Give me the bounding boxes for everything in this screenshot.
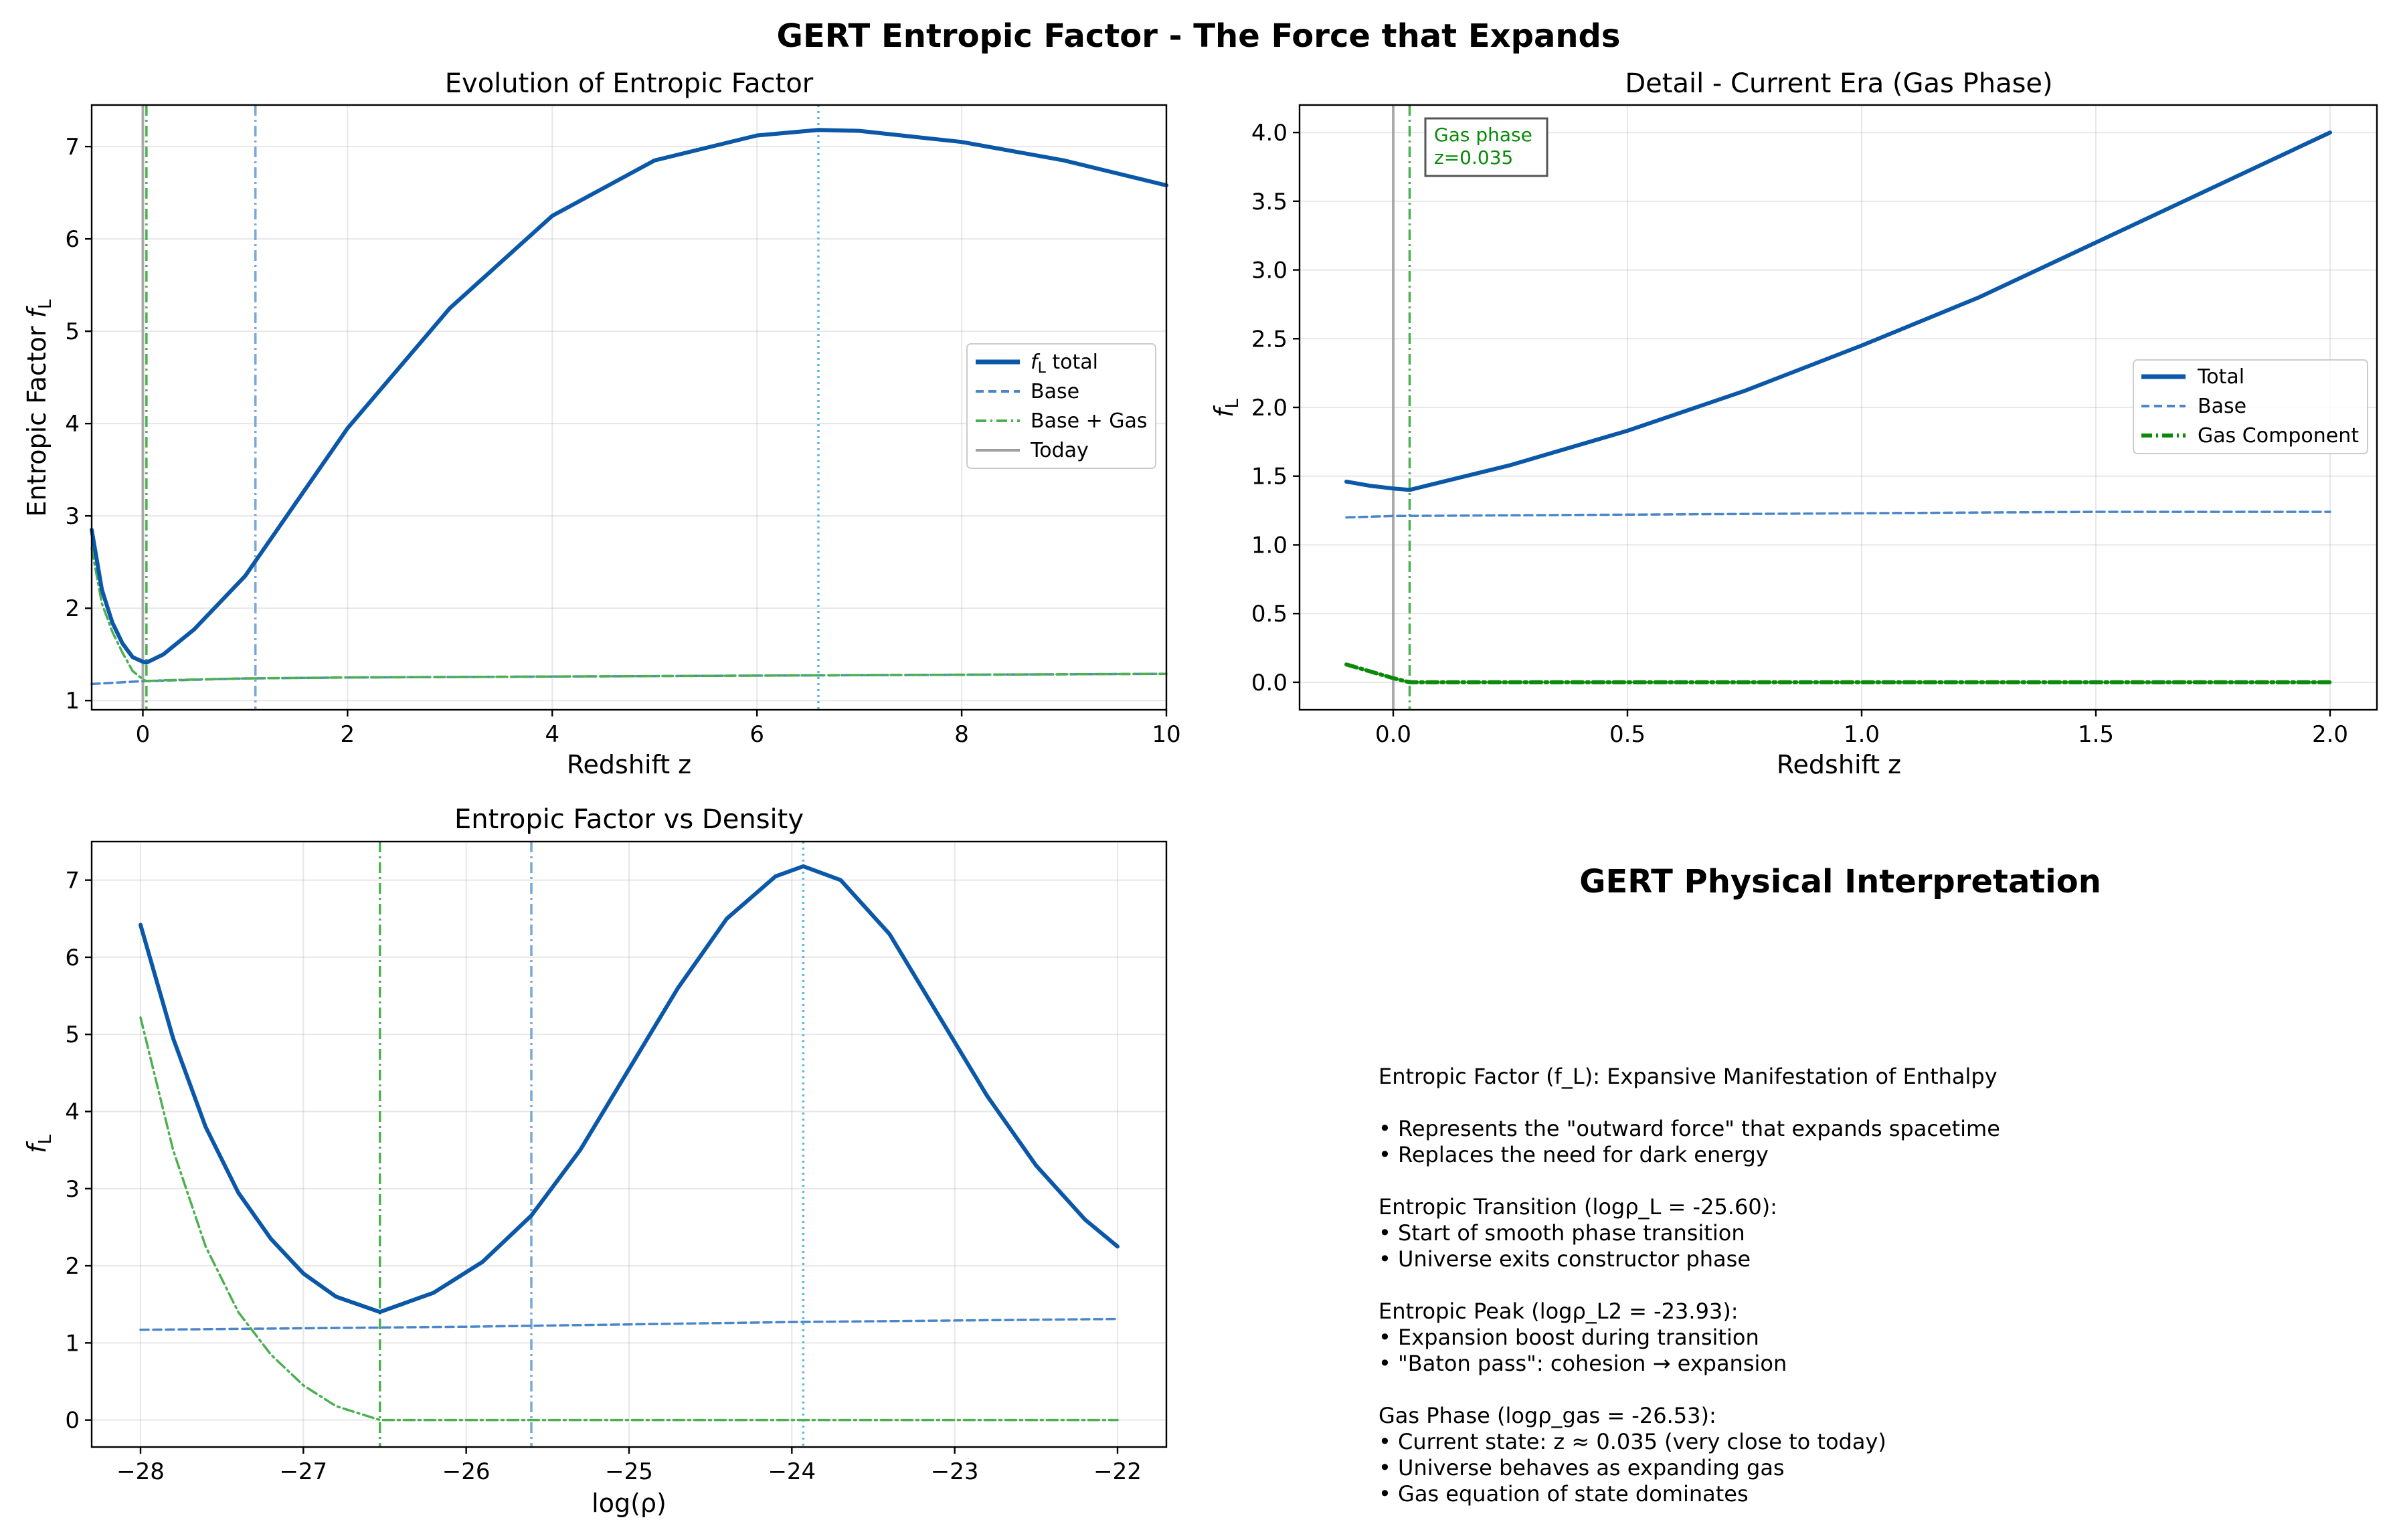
- annotation-line-1: Gas phase: [1434, 124, 1532, 146]
- x-tick-label: −26: [442, 1458, 491, 1485]
- panel-evolution: Evolution of Entropic Factor 0 2 4 6 8 10 123…: [22, 68, 1181, 779]
- y-tick-label: 6: [65, 226, 80, 253]
- y-tick-label: 7: [65, 868, 80, 894]
- legend-base-gas: Base + Gas: [1031, 409, 1148, 433]
- legend-base: Base: [1031, 380, 1079, 403]
- panel-detail-vlines: [1392, 105, 1411, 710]
- panel-density: Entropic Factor vs Density −28 −27 −26 −25−…: [22, 804, 1168, 1518]
- panel-detail-yticks: 0.0 0.5 1.0 1.5 2.0 2.5 3.0 3.5 4.0: [1251, 120, 1300, 696]
- x-tick-label: 0: [136, 721, 151, 748]
- y-tick-label: 3.5: [1251, 189, 1288, 215]
- y-tick-label: 4.0: [1251, 120, 1288, 147]
- x-tick-label: 6: [749, 721, 764, 748]
- y-tick-label: 1: [65, 688, 80, 714]
- y-tick-label: 5: [65, 318, 80, 345]
- y-tick-label: 0.0: [1251, 670, 1288, 696]
- panel-evolution-xticks: 0 2 4 6 8 10: [136, 710, 1181, 748]
- legend-base: Base: [2198, 395, 2246, 418]
- interpretation-title: GERT Physical Interpretation: [1579, 863, 2101, 900]
- panel-evolution-xlabel: Redshift z: [567, 750, 691, 779]
- x-tick-label: −28: [116, 1458, 165, 1485]
- series-line-base: [1345, 510, 2331, 519]
- y-tick-label: 2.0: [1251, 395, 1288, 421]
- y-tick-label: 2: [65, 1253, 80, 1280]
- panel-density-xticks: −28 −27 −26 −25 −24 −23 −22: [116, 1447, 1142, 1485]
- series-line-base-gas: [90, 547, 1168, 682]
- panel-density-ylabel: fL: [22, 1135, 56, 1153]
- series-line-gas-component: [1344, 662, 2332, 684]
- y-tick-label: 2.5: [1251, 326, 1288, 353]
- y-tick-label: 3: [65, 1176, 80, 1203]
- panel-detail-title: Detail - Current Era (Gas Phase): [1625, 68, 2052, 99]
- panel-density-xlabel: log(ρ): [592, 1488, 667, 1518]
- x-tick-label: 1.5: [2078, 721, 2114, 748]
- y-tick-label: 5: [65, 1022, 80, 1048]
- gas-phase-annotation: Gas phase z=0.035: [1424, 117, 1548, 177]
- legend-total: Total: [2197, 365, 2244, 389]
- y-tick-label: 4: [65, 1099, 80, 1126]
- y-tick-label: 3.0: [1251, 258, 1288, 284]
- panel-evolution-yticks: 1 2 3 4 5 6 7: [65, 134, 92, 714]
- y-tick-label: 0.5: [1251, 601, 1288, 628]
- panel-evolution-title: Evolution of Entropic Factor: [445, 68, 814, 99]
- panel-detail-series: [1344, 130, 2332, 684]
- y-tick-label: 4: [65, 411, 80, 438]
- x-tick-label: −25: [605, 1458, 653, 1485]
- panel-evolution-vlines: [141, 105, 820, 710]
- series-line-base: [139, 1317, 1119, 1331]
- panel-evolution-ylabel: Entropic Factor fL: [22, 299, 56, 516]
- y-tick-label: 0: [65, 1408, 80, 1434]
- x-tick-label: 4: [545, 721, 559, 748]
- x-tick-label: −24: [768, 1458, 816, 1485]
- x-tick-label: 2.0: [2312, 721, 2348, 748]
- series-line-total: [1344, 130, 2332, 492]
- panel-detail-legend: Total Base Gas Component: [2133, 359, 2368, 454]
- panel-detail-ylabel: fL: [1209, 399, 1243, 417]
- x-tick-label: −22: [1093, 1458, 1142, 1485]
- panel-evolution-legend: fL total Base Base + Gas Today: [966, 343, 1156, 469]
- series-line-total: [139, 864, 1120, 1315]
- panel-density-grid: [92, 842, 1166, 1447]
- x-tick-label: 0.0: [1375, 721, 1411, 748]
- figure-suptitle: GERT Entropic Factor - The Force that Ex…: [777, 17, 1621, 55]
- panel-density-yticks: 0 1 2 3 4 5 6 7: [65, 868, 92, 1434]
- panel-detail-xticks: 0.0 0.5 1.0 1.5 2.0: [1375, 710, 2348, 748]
- interpretation-body: Entropic Factor (f_L): Expansive Manifes…: [1379, 1064, 2000, 1507]
- panel-evolution-series: [90, 128, 1168, 686]
- panel-density-series: [139, 864, 1120, 1422]
- y-tick-label: 3: [65, 503, 80, 530]
- panel-density-vlines: [378, 842, 805, 1447]
- interpretation-panel: GERT Physical Interpretation Entropic Fa…: [1338, 863, 2342, 1532]
- x-tick-label: 1.0: [1844, 721, 1880, 748]
- x-tick-label: 10: [1152, 721, 1180, 748]
- panel-evolution-frame: [90, 104, 1168, 711]
- legend-today: Today: [1030, 439, 1089, 462]
- y-tick-label: 1.0: [1251, 532, 1288, 559]
- panel-density-title: Entropic Factor vs Density: [454, 804, 804, 835]
- legend-gas-component: Gas Component: [2198, 424, 2359, 448]
- y-tick-label: 2: [65, 595, 80, 622]
- x-tick-label: −23: [931, 1458, 979, 1485]
- x-tick-label: −27: [279, 1458, 327, 1485]
- series-line-f-l-total: [90, 128, 1168, 665]
- legend-total: fL total: [1031, 351, 1098, 377]
- y-tick-label: 1: [65, 1330, 80, 1357]
- panel-detail-xlabel: Redshift z: [1777, 750, 1901, 779]
- y-tick-label: 7: [65, 134, 80, 161]
- series-line-gas-component: [139, 1016, 1119, 1422]
- x-tick-label: 2: [341, 721, 355, 748]
- x-tick-label: 8: [954, 721, 969, 748]
- annotation-line-2: z=0.035: [1434, 147, 1513, 169]
- y-tick-label: 6: [65, 945, 80, 971]
- y-tick-label: 1.5: [1251, 464, 1288, 490]
- panel-detail: Detail - Current Era (Gas Phase) 0.0 0.5 1…: [1209, 68, 2378, 779]
- x-tick-label: 0.5: [1609, 721, 1646, 748]
